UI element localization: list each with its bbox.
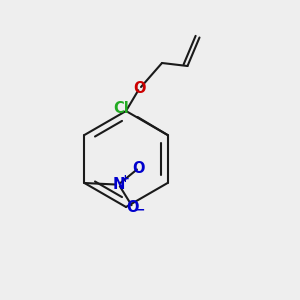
Text: +: + bbox=[121, 174, 130, 184]
Text: Cl: Cl bbox=[113, 100, 129, 116]
Text: O: O bbox=[126, 200, 139, 214]
Text: N: N bbox=[113, 177, 125, 192]
Text: O: O bbox=[133, 81, 146, 96]
Text: O: O bbox=[132, 160, 145, 175]
Text: −: − bbox=[135, 203, 146, 217]
